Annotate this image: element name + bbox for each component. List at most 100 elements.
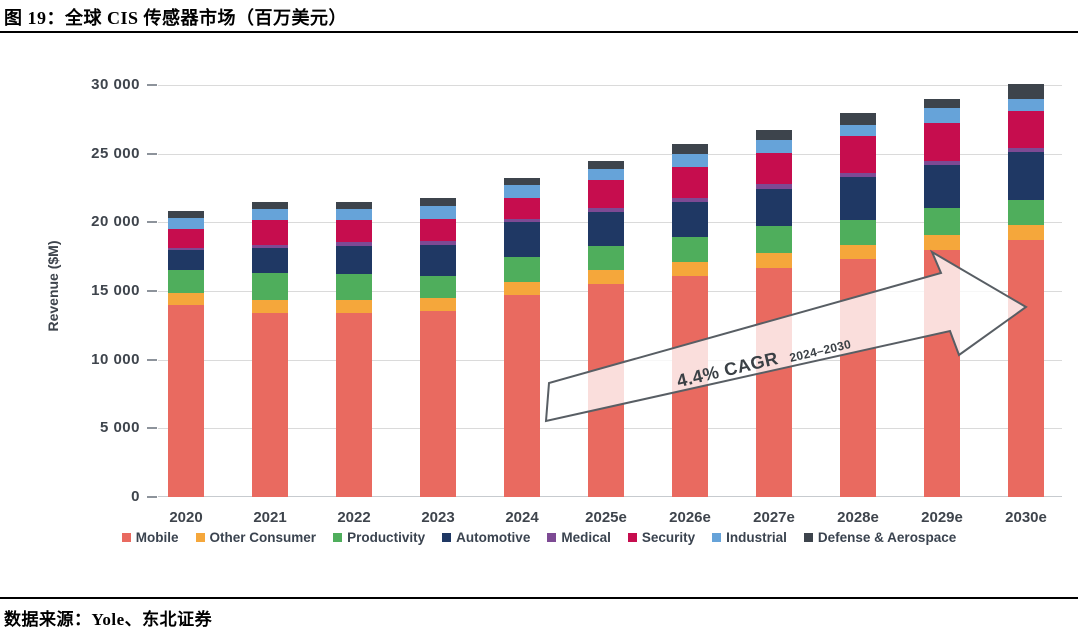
- figure-title: 图 19：全球 CIS 传感器市场（百万美元）: [4, 8, 348, 28]
- bar-segment-2022-productivity: [336, 273, 372, 300]
- x-label-2030e: 2030e: [1005, 509, 1047, 526]
- bar-segment-2020-defense-aerospace: [168, 210, 204, 219]
- bar-segment-2028e-mobile: [840, 259, 876, 497]
- y-tick-label-30000: 30 000: [91, 76, 140, 93]
- gridline-25000: [158, 153, 1062, 155]
- bar-segment-2030e-other-consumer: [1008, 225, 1044, 241]
- legend-item-automotive: Automotive: [442, 530, 530, 545]
- bar-segment-2023-security: [420, 218, 456, 241]
- bar-segment-2025e-defense-aerospace: [588, 160, 624, 169]
- bar-segment-2028e-defense-aerospace: [840, 112, 876, 125]
- legend-swatch-automotive: [442, 533, 452, 542]
- bar-segment-2027e-productivity: [756, 226, 792, 254]
- bar-segment-2030e-medical: [1008, 147, 1044, 153]
- bar-segment-2030e-industrial: [1008, 99, 1044, 111]
- bar-segment-2026e-industrial: [672, 153, 708, 167]
- legend-item-productivity: Productivity: [333, 530, 425, 545]
- bar-segment-2029e-productivity: [924, 207, 960, 236]
- bar-2020: [168, 85, 204, 497]
- bar-segment-2030e-mobile: [1008, 240, 1044, 497]
- bar-segment-2029e-other-consumer: [924, 235, 960, 250]
- bar-2021: [252, 85, 288, 497]
- bar-segment-2028e-productivity: [840, 219, 876, 245]
- bar-segment-2021-mobile: [252, 312, 288, 497]
- x-label-2027e: 2027e: [753, 509, 795, 526]
- bar-segment-2028e-security: [840, 136, 876, 173]
- bar-segment-2021-automotive: [252, 248, 288, 274]
- legend-item-medical: Medical: [547, 530, 611, 545]
- bar-segment-2028e-other-consumer: [840, 245, 876, 260]
- gridline-30000: [158, 85, 1062, 86]
- x-label-2020: 2020: [169, 509, 203, 526]
- y-tick-mark-0: [147, 496, 157, 498]
- legend-label-medical: Medical: [561, 530, 611, 545]
- bar-segment-2029e-industrial: [924, 108, 960, 124]
- y-tick-mark-5000: [147, 427, 157, 430]
- bar-segment-2023-defense-aerospace: [420, 197, 456, 207]
- bar-segment-2021-medical: [252, 245, 288, 249]
- bar-segment-2020-mobile: [168, 304, 204, 497]
- bar-2029e: [924, 85, 960, 497]
- bar-segment-2027e-other-consumer: [756, 253, 792, 268]
- bar-segment-2028e-industrial: [840, 124, 876, 137]
- bar-segment-2022-other-consumer: [336, 299, 372, 313]
- bar-segment-2029e-defense-aerospace: [924, 98, 960, 109]
- bar-segment-2025e-medical: [588, 207, 624, 213]
- bar-segment-2025e-automotive: [588, 212, 624, 246]
- bar-segment-2023-industrial: [420, 206, 456, 219]
- bar-segment-2026e-other-consumer: [672, 262, 708, 276]
- bar-segment-2026e-medical: [672, 198, 708, 203]
- legend-swatch-productivity: [333, 533, 343, 542]
- bar-segment-2020-productivity: [168, 269, 204, 294]
- legend-swatch-mobile: [121, 533, 131, 542]
- plot-area: [158, 84, 1062, 497]
- legend-label-productivity: Productivity: [347, 530, 426, 545]
- bar-segment-2023-productivity: [420, 275, 456, 298]
- bar-segment-2028e-medical: [840, 172, 876, 178]
- legend-swatch-security: [627, 533, 637, 542]
- bar-segment-2024-industrial: [504, 185, 540, 199]
- bar-segment-2024-security: [504, 198, 540, 219]
- bar-segment-2022-industrial: [336, 208, 372, 221]
- x-label-2029e: 2029e: [921, 509, 963, 526]
- y-tick-label-5000: 5 000: [99, 419, 140, 437]
- bar-segment-2027e-automotive: [756, 188, 792, 227]
- bar-segment-2029e-mobile: [924, 249, 960, 497]
- bar-segment-2026e-defense-aerospace: [672, 144, 708, 154]
- legend-item-mobile: Mobile: [121, 530, 179, 545]
- bar-2027e: [756, 85, 792, 497]
- bar-segment-2029e-automotive: [924, 165, 960, 208]
- bar-segment-2024-automotive: [504, 222, 540, 258]
- bar-segment-2021-defense-aerospace: [252, 201, 288, 210]
- legend-label-industrial: Industrial: [726, 530, 787, 545]
- bar-segment-2030e-security: [1008, 110, 1044, 148]
- bar-segment-2021-other-consumer: [252, 299, 288, 313]
- figure-header: 图 19：全球 CIS 传感器市场（百万美元）: [0, 0, 1078, 33]
- bar-segment-2030e-automotive: [1008, 152, 1044, 201]
- y-tick-label-0: 0: [131, 488, 140, 505]
- figure-footer: 数据来源：Yole、东北证券: [0, 597, 1078, 633]
- bar-segment-2026e-security: [672, 166, 708, 199]
- bar-segment-2027e-defense-aerospace: [756, 129, 792, 141]
- y-tick-mark-10000: [147, 358, 157, 361]
- legend-swatch-industrial: [712, 533, 722, 542]
- bar-segment-2021-industrial: [252, 209, 288, 221]
- bar-2030e: [1008, 84, 1044, 497]
- bar-2025e: [588, 85, 624, 497]
- bar-segment-2020-other-consumer: [168, 293, 204, 305]
- bar-2024: [504, 85, 540, 497]
- bar-segment-2027e-mobile: [756, 267, 792, 497]
- y-tick-label-20000: 20 000: [91, 213, 140, 231]
- bar-segment-2021-productivity: [252, 273, 288, 300]
- bar-segment-2025e-mobile: [588, 284, 624, 497]
- y-tick-mark-20000: [147, 221, 157, 224]
- legend-label-defense-aerospace: Defense & Aerospace: [817, 530, 957, 545]
- bar-segment-2020-security: [168, 229, 204, 248]
- bar-segment-2022-automotive: [336, 245, 372, 274]
- bar-segment-2025e-other-consumer: [588, 270, 624, 285]
- bar-2026e: [672, 85, 708, 497]
- legend-swatch-other-consumer: [195, 533, 205, 542]
- bar-segment-2022-medical: [336, 242, 372, 246]
- y-tick-label-25000: 25 000: [91, 144, 140, 162]
- legend-swatch-medical: [547, 533, 557, 542]
